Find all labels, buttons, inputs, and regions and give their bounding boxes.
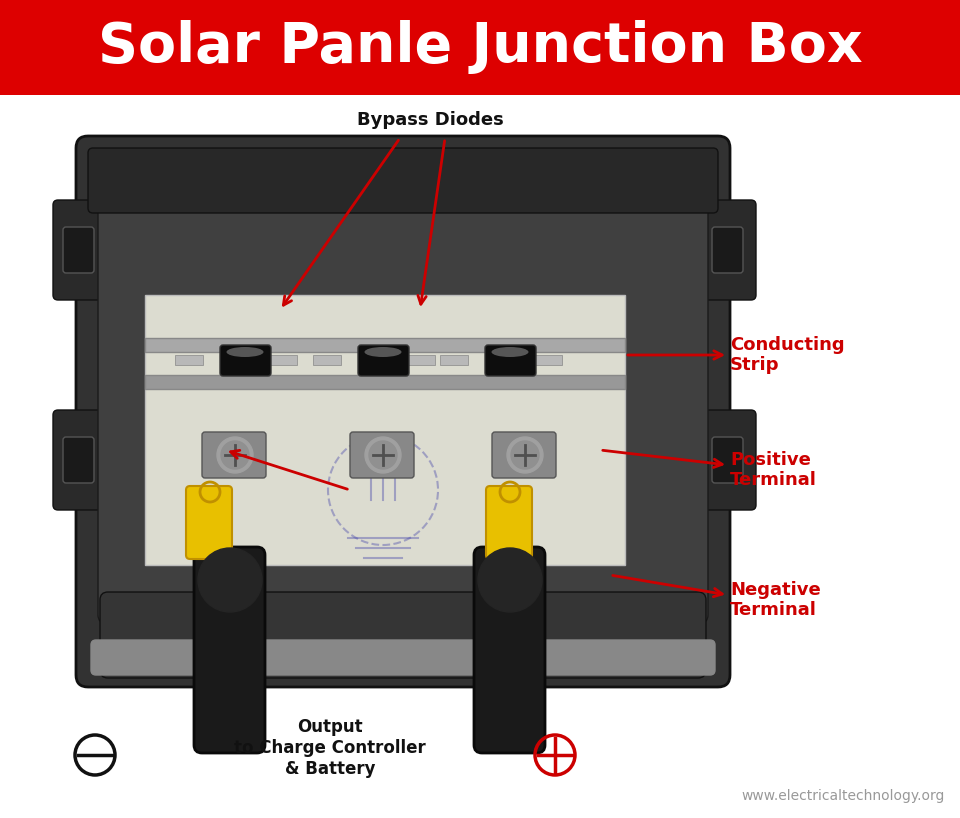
FancyBboxPatch shape: [350, 432, 414, 478]
Text: www.electricaltechnology.org: www.electricaltechnology.org: [742, 789, 945, 803]
Circle shape: [217, 437, 253, 473]
FancyBboxPatch shape: [91, 640, 715, 675]
Circle shape: [221, 441, 249, 469]
FancyBboxPatch shape: [0, 0, 960, 95]
FancyBboxPatch shape: [313, 355, 341, 365]
FancyBboxPatch shape: [407, 355, 435, 365]
Circle shape: [369, 441, 397, 469]
FancyBboxPatch shape: [712, 227, 743, 273]
FancyBboxPatch shape: [440, 355, 468, 365]
FancyBboxPatch shape: [269, 355, 297, 365]
FancyBboxPatch shape: [534, 355, 562, 365]
Circle shape: [365, 437, 401, 473]
Text: Solar Panle Junction Box: Solar Panle Junction Box: [98, 20, 862, 74]
FancyBboxPatch shape: [202, 432, 266, 478]
Text: Positive
Terminal: Positive Terminal: [730, 451, 817, 489]
Circle shape: [478, 548, 542, 612]
FancyBboxPatch shape: [186, 486, 232, 559]
FancyBboxPatch shape: [175, 355, 203, 365]
Ellipse shape: [365, 347, 401, 357]
FancyBboxPatch shape: [492, 432, 556, 478]
FancyBboxPatch shape: [220, 345, 271, 376]
FancyBboxPatch shape: [53, 410, 118, 510]
FancyBboxPatch shape: [358, 345, 409, 376]
Text: Bypass Diodes: Bypass Diodes: [356, 111, 503, 129]
FancyBboxPatch shape: [691, 200, 756, 300]
FancyBboxPatch shape: [53, 200, 118, 300]
FancyBboxPatch shape: [63, 227, 94, 273]
FancyBboxPatch shape: [194, 547, 265, 753]
FancyBboxPatch shape: [100, 592, 706, 678]
FancyBboxPatch shape: [486, 486, 532, 559]
FancyBboxPatch shape: [76, 136, 730, 687]
FancyBboxPatch shape: [145, 295, 625, 565]
Text: Output
to Charge Controller
& Battery: Output to Charge Controller & Battery: [234, 718, 426, 778]
Text: Conducting
Strip: Conducting Strip: [730, 335, 845, 375]
FancyBboxPatch shape: [485, 345, 536, 376]
Ellipse shape: [227, 347, 263, 357]
FancyBboxPatch shape: [63, 437, 94, 483]
FancyBboxPatch shape: [145, 375, 625, 389]
FancyBboxPatch shape: [691, 410, 756, 510]
Text: Negative
Terminal: Negative Terminal: [730, 581, 821, 619]
Ellipse shape: [492, 347, 529, 357]
Circle shape: [511, 441, 539, 469]
FancyBboxPatch shape: [712, 437, 743, 483]
FancyBboxPatch shape: [88, 148, 718, 213]
FancyBboxPatch shape: [145, 338, 625, 352]
FancyBboxPatch shape: [474, 547, 545, 753]
FancyBboxPatch shape: [0, 95, 960, 818]
Circle shape: [507, 437, 543, 473]
Circle shape: [198, 548, 262, 612]
FancyBboxPatch shape: [98, 158, 708, 623]
